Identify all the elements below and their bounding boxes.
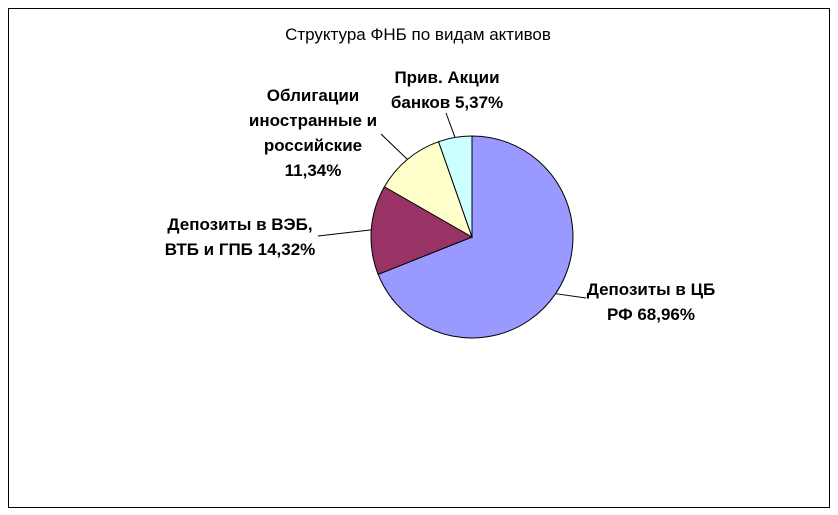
slice-name: Депозиты в ВЭБ, ВТБ и ГПБ bbox=[164, 215, 313, 259]
slice-name: Облигации иностранные и российские bbox=[248, 86, 378, 155]
slice-label: Облигации иностранные и российские 11,34… bbox=[243, 83, 383, 183]
leader-line bbox=[555, 293, 587, 299]
slice-label: Депозиты в ВЭБ, ВТБ и ГПБ 14,32% bbox=[160, 212, 320, 262]
slice-name: Депозиты в ЦБ РФ bbox=[586, 280, 716, 324]
pie-slice bbox=[377, 135, 574, 339]
slice-value: 68,96% bbox=[637, 305, 696, 324]
slice-name: Прив. Акции банков bbox=[390, 68, 500, 112]
slice-value: 5,37% bbox=[454, 93, 504, 112]
chart-title: Структура ФНБ по видам активов bbox=[285, 25, 551, 44]
pie-slice bbox=[370, 186, 474, 276]
slice-value: 11,34% bbox=[284, 161, 342, 180]
leader-line bbox=[380, 133, 408, 160]
slice-label: Прив. Акции банков 5,37% bbox=[372, 65, 522, 115]
slice-label: Депозиты в ЦБ РФ 68,96% bbox=[576, 277, 726, 327]
leader-line bbox=[317, 229, 372, 237]
pie-slice bbox=[437, 135, 473, 238]
pie-slice bbox=[383, 141, 473, 239]
slice-value: 14,32% bbox=[257, 240, 316, 259]
leader-line bbox=[445, 112, 456, 138]
